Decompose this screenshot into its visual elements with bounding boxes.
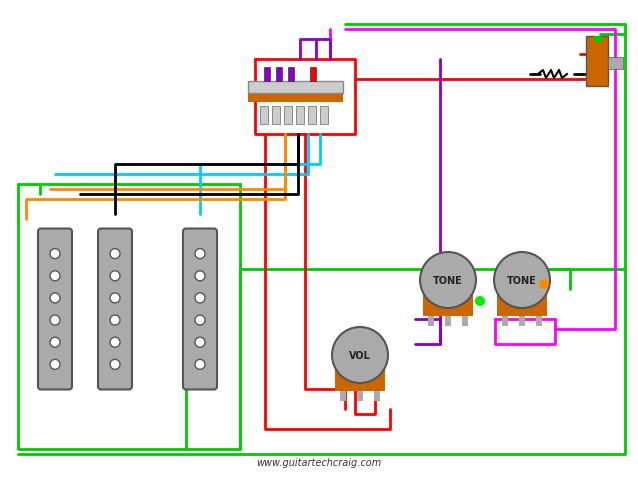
Bar: [497, 294, 547, 316]
Circle shape: [110, 337, 120, 348]
Circle shape: [195, 249, 205, 259]
Bar: [276, 68, 282, 82]
Text: TONE: TONE: [433, 276, 463, 286]
Circle shape: [420, 252, 476, 308]
Bar: [284, 107, 292, 125]
Bar: [335, 369, 385, 391]
Bar: [320, 107, 328, 125]
FancyBboxPatch shape: [98, 229, 132, 390]
Circle shape: [50, 360, 60, 370]
Circle shape: [110, 271, 120, 281]
Text: www.guitartechcraig.com: www.guitartechcraig.com: [256, 457, 382, 467]
Circle shape: [50, 337, 60, 348]
Circle shape: [110, 293, 120, 303]
Circle shape: [50, 315, 60, 325]
Bar: [586, 37, 608, 87]
Bar: [340, 391, 346, 401]
Bar: [288, 68, 294, 82]
Bar: [428, 316, 434, 326]
Circle shape: [110, 249, 120, 259]
Circle shape: [50, 293, 60, 303]
Circle shape: [539, 279, 549, 289]
Circle shape: [332, 327, 388, 383]
Circle shape: [494, 252, 550, 308]
Circle shape: [110, 360, 120, 370]
Bar: [272, 107, 280, 125]
Bar: [264, 68, 270, 82]
Bar: [594, 37, 602, 43]
Text: VOL: VOL: [349, 350, 371, 360]
Circle shape: [50, 249, 60, 259]
Bar: [260, 107, 268, 125]
Bar: [608, 58, 623, 70]
Bar: [296, 107, 304, 125]
Circle shape: [195, 271, 205, 281]
Bar: [423, 294, 473, 316]
Bar: [519, 316, 525, 326]
Circle shape: [110, 315, 120, 325]
Circle shape: [195, 315, 205, 325]
Bar: [445, 316, 451, 326]
Bar: [310, 68, 316, 82]
Text: TONE: TONE: [507, 276, 537, 286]
Bar: [462, 316, 468, 326]
Bar: [536, 316, 542, 326]
Bar: [248, 87, 343, 103]
Circle shape: [195, 360, 205, 370]
Circle shape: [195, 337, 205, 348]
Circle shape: [195, 293, 205, 303]
Bar: [357, 391, 363, 401]
Bar: [248, 82, 343, 94]
FancyBboxPatch shape: [38, 229, 72, 390]
FancyBboxPatch shape: [183, 229, 217, 390]
Bar: [308, 107, 316, 125]
Circle shape: [50, 271, 60, 281]
Bar: [502, 316, 508, 326]
Circle shape: [475, 296, 485, 306]
Bar: [374, 391, 380, 401]
